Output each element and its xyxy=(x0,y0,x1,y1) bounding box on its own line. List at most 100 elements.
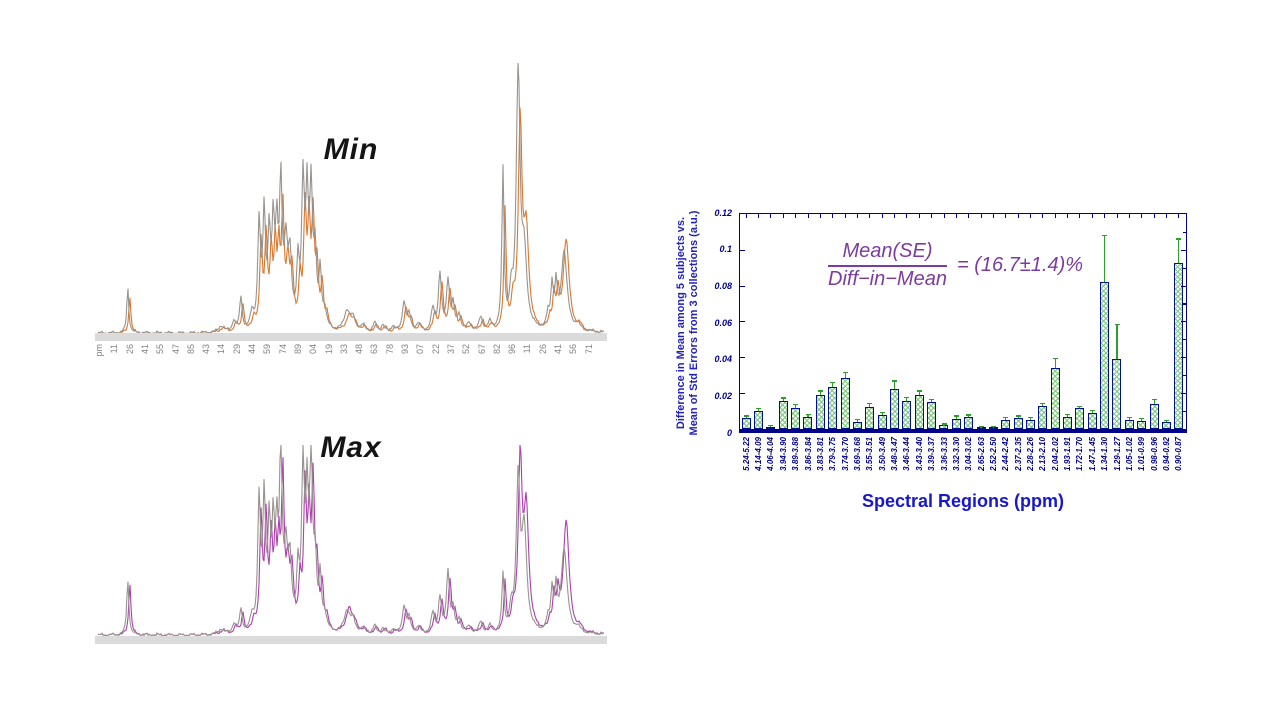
bar xyxy=(865,406,875,429)
bar-x-tick-label: 4.06-4.04 xyxy=(766,437,776,471)
error-bar-cap xyxy=(756,408,761,410)
bar-x-tick-label: 1.29-1.27 xyxy=(1112,437,1122,471)
bar-x-tick-label: 3.04-3.02 xyxy=(964,437,974,471)
spectrum-x-tick-label: 67 xyxy=(476,344,487,355)
error-bar-cap xyxy=(941,423,947,425)
error-bar-cap xyxy=(1151,399,1157,401)
bar-x-tick-label: 2.52-2.50 xyxy=(988,437,998,471)
min-spectrum-plot xyxy=(97,62,605,334)
left-axis-tick xyxy=(740,321,745,323)
error-bar-cap xyxy=(1065,413,1071,415)
top-axis-tick xyxy=(819,214,821,218)
error-bar-cap xyxy=(966,414,972,416)
error-bar-cap xyxy=(830,382,836,384)
top-axis-tick xyxy=(1141,214,1143,218)
max-spectrum-plot xyxy=(97,444,605,636)
error-bar xyxy=(931,400,933,403)
bar xyxy=(1112,359,1122,429)
bar xyxy=(1174,262,1184,429)
error-bar xyxy=(980,426,982,428)
error-bar-cap xyxy=(1040,402,1046,404)
error-bar xyxy=(856,420,858,422)
bar-x-tick-label: 1.34-1.30 xyxy=(1100,437,1110,471)
bar-x-tick-label: 3.46-3.44 xyxy=(902,437,912,471)
top-axis-tick xyxy=(807,214,809,218)
error-bar-cap xyxy=(1176,238,1182,240)
min-spectrum-baseline xyxy=(95,333,607,341)
bar xyxy=(778,401,788,429)
error-bar-cap xyxy=(978,425,984,427)
right-axis-tick xyxy=(1183,267,1186,269)
bar xyxy=(1013,418,1023,429)
error-bar-cap xyxy=(929,399,935,401)
spectrum-x-tick-label: 11 xyxy=(522,344,533,354)
spectrum-x-tick-label: 37 xyxy=(445,344,456,355)
ratio-result: = (16.7±1.4)% xyxy=(956,254,1084,276)
bar-x-tick-label: 1.01-0.99 xyxy=(1137,437,1147,471)
right-axis-tick xyxy=(1183,374,1186,377)
bar xyxy=(1161,421,1171,429)
bar xyxy=(1025,420,1035,429)
bar-x-tick-label: 1.05-1.02 xyxy=(1124,437,1134,471)
error-bar xyxy=(1116,325,1118,360)
top-axis-tick xyxy=(1042,214,1044,218)
bar xyxy=(828,387,838,429)
min-spectrum-trace-collection-accent xyxy=(97,107,605,334)
bar-x-tick-label: 0.90-0.87 xyxy=(1174,437,1184,471)
min-spectrum-title: Min xyxy=(323,133,379,166)
bar xyxy=(1124,420,1134,429)
bar-x-tick-label: 4.14-4.09 xyxy=(754,437,763,471)
bar xyxy=(852,421,862,429)
top-axis-tick xyxy=(918,214,920,218)
bar xyxy=(889,388,899,429)
error-bar xyxy=(968,415,970,418)
top-axis-tick xyxy=(1116,214,1118,218)
ratio-denominator: Diff−in−Mean xyxy=(828,268,947,290)
top-axis-tick xyxy=(1091,214,1093,218)
error-bar xyxy=(1165,421,1168,422)
top-axis-tick xyxy=(1017,214,1019,218)
top-axis-tick xyxy=(1067,214,1069,218)
max-spectrum-trace-collection-accent xyxy=(97,444,604,636)
min-spectrum-panel: Min pm 11 26 41 55 47 85 43 14 29 44 59 74 89 04 19 33 48… xyxy=(94,55,607,390)
bar xyxy=(741,418,751,429)
error-bar-cap xyxy=(1164,419,1169,421)
spectrum-x-tick-label: 59 xyxy=(262,344,273,355)
error-bar-cap xyxy=(1003,417,1009,419)
spectrum-x-tick-label: 41 xyxy=(553,344,563,355)
right-axis-tick xyxy=(1183,339,1186,341)
top-axis-tick xyxy=(992,214,994,218)
top-axis-tick xyxy=(844,214,846,218)
error-bar xyxy=(918,391,920,395)
right-axis-tick xyxy=(1181,321,1186,323)
top-axis-tick xyxy=(1005,214,1007,218)
bar xyxy=(988,427,998,429)
error-bar xyxy=(844,372,846,379)
spectrum-x-tick-label: 19 xyxy=(323,344,334,355)
error-bar xyxy=(955,416,957,420)
bar xyxy=(791,407,800,429)
bar xyxy=(902,401,912,429)
bar-x-tick-label: 2.65-2.63 xyxy=(976,437,986,471)
spectrum-x-tick-label: 22 xyxy=(430,344,441,355)
error-bar-cap xyxy=(1028,417,1033,419)
spectrum-x-tick-label: 43 xyxy=(201,344,212,355)
max-spectrum-baseline xyxy=(95,636,607,644)
ratio-numerator: Mean(SE) xyxy=(828,240,947,267)
bar-chart-x-axis-title: Spectral Regions (ppm) xyxy=(861,491,1065,511)
error-bar xyxy=(1079,406,1081,409)
bar-x-tick-label: 1.93-1.91 xyxy=(1063,437,1073,471)
error-bar-cap xyxy=(743,415,749,417)
spectrum-x-tick-label: 74 xyxy=(277,344,288,355)
error-bar-cap xyxy=(854,418,860,421)
error-bar xyxy=(992,426,994,428)
top-axis-tick xyxy=(745,214,747,218)
spectrum-x-tick-label: 82 xyxy=(491,344,502,355)
spectrum-x-tick-label: 44 xyxy=(247,344,257,355)
error-bar-cap xyxy=(1126,417,1132,419)
top-axis-tick xyxy=(955,214,957,218)
left-axis-tick xyxy=(740,285,745,287)
top-axis-tick xyxy=(931,214,933,218)
spectrum-x-tick-label: 78 xyxy=(384,344,395,355)
